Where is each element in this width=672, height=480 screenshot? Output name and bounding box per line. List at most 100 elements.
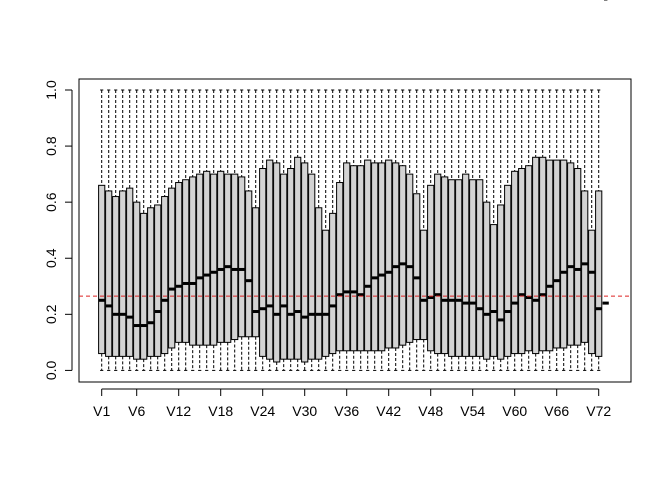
box-25: [266, 89, 274, 371]
box-27: [280, 89, 288, 371]
x-tick-label: V66: [544, 403, 569, 419]
y-tick-label: 0.0: [43, 360, 59, 380]
box-69: [574, 89, 582, 371]
x-tick-label: V6: [128, 403, 145, 419]
box-iqr: [119, 190, 127, 357]
box-66: [553, 89, 561, 371]
box-39: [364, 89, 372, 371]
y-tick-label: 0.6: [43, 192, 59, 212]
box-iqr: [140, 212, 148, 360]
box-32: [315, 89, 323, 371]
y-axis: 0.0 0.2 0.4 0.6 0.8 1.0: [43, 80, 73, 380]
box-series: [98, 0, 609, 371]
box-30: [301, 89, 309, 371]
box-43: [392, 89, 400, 371]
box-iqr: [385, 159, 393, 349]
box-iqr: [392, 162, 400, 349]
box-44: [399, 89, 407, 371]
box-iqr: [112, 196, 120, 357]
box-iqr: [203, 170, 211, 346]
box-iqr: [483, 201, 491, 360]
box-34: [329, 89, 337, 371]
x-tick-label: V12: [166, 403, 191, 419]
x-tick-label: V36: [334, 403, 359, 419]
x-tick-label: V18: [208, 403, 233, 419]
box-iqr: [273, 162, 281, 363]
box-iqr: [280, 173, 288, 360]
box-iqr: [378, 162, 386, 352]
box-iqr: [133, 201, 141, 360]
box-11: [168, 89, 176, 371]
box-18: [217, 89, 225, 371]
box-52: [455, 89, 463, 371]
box-56: [483, 89, 491, 371]
x-axis: V1 V6 V12 V18 V24 V30 V36 V42 V48 V54 V60 V66 V72: [93, 388, 611, 419]
box-68: [567, 89, 575, 371]
box-iqr: [427, 184, 435, 352]
box-iqr: [217, 170, 225, 343]
box-iqr: [308, 173, 316, 360]
box-9: [154, 89, 162, 371]
box-60: [511, 89, 519, 371]
box-73: [602, 0, 609, 305]
box-iqr: [231, 173, 239, 341]
x-tick-label: V72: [586, 403, 611, 419]
box-iqr: [462, 173, 470, 357]
box-37: [350, 89, 358, 371]
x-tick-label: V42: [376, 403, 401, 419]
box-42: [385, 89, 393, 371]
box-12: [175, 89, 183, 371]
box-iqr: [560, 159, 568, 349]
box-iqr: [364, 159, 372, 352]
box-iqr: [413, 193, 421, 341]
box-41: [378, 89, 386, 371]
x-tick-label: V48: [418, 403, 443, 419]
box-70: [581, 89, 589, 371]
box-22: [245, 89, 253, 371]
box-iqr: [490, 224, 498, 357]
box-55: [476, 89, 484, 371]
box-iqr: [175, 182, 183, 343]
box-iqr: [182, 179, 190, 343]
box-iqr: [469, 179, 477, 357]
box-iqr: [329, 212, 337, 355]
box-59: [504, 89, 512, 371]
box-iqr: [476, 179, 484, 357]
box-10: [161, 89, 169, 371]
box-iqr: [448, 179, 456, 357]
box-45: [406, 89, 414, 371]
box-iqr: [350, 165, 358, 352]
box-36: [343, 89, 351, 371]
box-iqr: [259, 168, 267, 357]
box-iqr: [399, 165, 407, 346]
box-5: [126, 89, 134, 371]
box-7: [140, 89, 148, 371]
box-iqr: [161, 196, 169, 355]
box-72: [595, 89, 603, 371]
box-35: [336, 89, 344, 371]
box-iqr: [322, 229, 330, 357]
box-24: [259, 89, 267, 371]
box-iqr: [588, 229, 596, 355]
box-iqr: [441, 176, 449, 355]
box-63: [532, 89, 540, 371]
box-iqr: [266, 159, 274, 360]
box-8: [147, 89, 155, 371]
box-iqr: [343, 162, 351, 352]
box-iqr: [336, 182, 344, 352]
box-iqr: [238, 176, 246, 338]
box-46: [413, 89, 421, 371]
box-64: [539, 89, 547, 371]
box-iqr: [189, 176, 197, 346]
box-iqr: [420, 229, 428, 341]
box-iqr: [168, 187, 176, 349]
box-62: [525, 89, 533, 371]
box-iqr: [252, 207, 260, 338]
box-iqr: [210, 173, 218, 346]
box-iqr: [525, 165, 533, 352]
box-65: [546, 89, 554, 371]
box-40: [371, 89, 379, 371]
box-23: [252, 89, 260, 371]
box-51: [448, 89, 456, 371]
